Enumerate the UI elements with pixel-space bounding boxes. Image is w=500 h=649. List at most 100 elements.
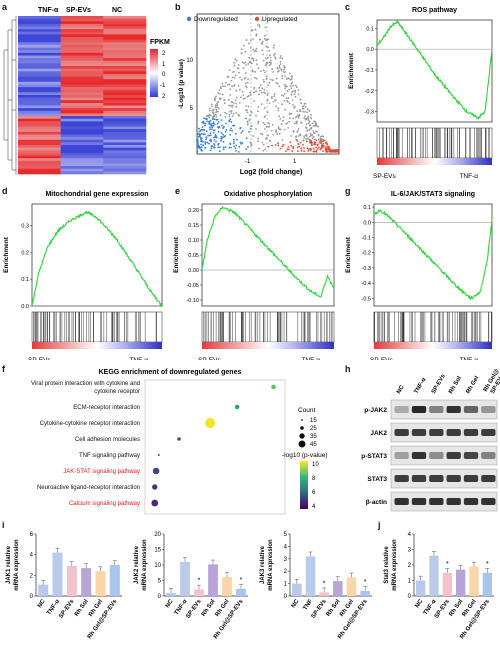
volcano-point (231, 106, 234, 108)
heatmap-cells (18, 16, 147, 175)
gsea-enrichment-line (201, 205, 335, 298)
volcano-point (248, 130, 250, 133)
volcano-point (249, 114, 251, 117)
bar (319, 592, 329, 596)
volcano-point (274, 144, 277, 146)
volcano-point (238, 88, 241, 91)
volcano-point (209, 128, 211, 131)
volcano-point (327, 147, 329, 150)
volcano-point (250, 111, 253, 114)
volcano-point (250, 124, 253, 127)
volcano-point (223, 102, 226, 105)
wb-row-label: STAT3 (367, 476, 387, 483)
gsea-ytick: -0.2 (362, 251, 371, 257)
volcano-point (204, 124, 206, 127)
heatmap-cell (103, 73, 147, 77)
volcano-point (213, 146, 215, 149)
volcano-point (287, 101, 289, 103)
panel-letter-b: b (175, 2, 181, 12)
wb-band (463, 475, 479, 482)
heatmap-cell (18, 18, 61, 22)
volcano-ytick: 5 (190, 106, 194, 112)
wb-lane-label: SP-EVs (490, 373, 500, 395)
panel-letter-a: a (2, 2, 8, 12)
volcano-point (246, 111, 249, 114)
volcano-point (283, 128, 286, 131)
gsea-ylabel: Enrichment (3, 236, 10, 273)
volcano-point (251, 57, 253, 60)
volcano-point (203, 122, 205, 124)
heatmap-cell (60, 97, 104, 101)
volcano-point (281, 94, 283, 96)
volcano-point (330, 150, 333, 153)
volcano-point (245, 64, 247, 66)
volcano-point (257, 137, 259, 140)
volcano-point (270, 129, 273, 132)
heatmap-cell (18, 150, 61, 154)
heatmap-cell (18, 66, 61, 69)
heatmap-cell (103, 26, 147, 30)
heatmap-group-label: TNF-α (38, 7, 59, 14)
volcano-point (240, 96, 242, 99)
volcano-point (212, 122, 215, 125)
heatmap-cell (60, 42, 104, 46)
volcano-point (280, 123, 283, 126)
volcano-point (255, 47, 258, 50)
heatmap-cell (103, 147, 147, 151)
volcano-point (322, 150, 324, 153)
gsea-enrichment-line (373, 208, 493, 301)
bar-ytick: 3 (284, 557, 288, 563)
volcano-point (217, 121, 220, 123)
wb-lane-label: Rh Gel (466, 375, 481, 395)
volcano-point (257, 140, 259, 143)
volcano-point (196, 137, 198, 140)
heatmap-cell (60, 81, 104, 85)
volcano-point (221, 93, 224, 96)
heatmap-cell (18, 60, 61, 64)
bar-ytick: 5 (284, 532, 288, 538)
volcano-points (196, 19, 340, 153)
kegg-term-label: ECM-receptor interaction (73, 405, 140, 411)
heatmap-cell (103, 29, 147, 33)
gsea-ytick: 0.3 (21, 223, 29, 229)
heatmap-cell (103, 102, 147, 106)
volcano-point (261, 133, 264, 136)
kegg-color-scale (300, 461, 308, 509)
volcano-point (306, 117, 309, 119)
volcano-point (306, 129, 309, 132)
volcano-point (212, 108, 215, 111)
gsea-enrichment-line (376, 19, 493, 120)
bar (482, 572, 492, 596)
volcano-point (282, 95, 285, 97)
wb-membrane (390, 399, 498, 420)
volcano-point (234, 132, 237, 135)
volcano-point (312, 122, 314, 125)
volcano-xlabel: Log2 (fold change) (240, 169, 303, 176)
volcano-point (313, 136, 315, 138)
volcano-point (237, 64, 240, 66)
volcano-point (277, 144, 280, 147)
volcano-point (214, 134, 217, 136)
volcano-point (250, 39, 252, 42)
heatmap-cell (60, 50, 104, 54)
gsea-ytick: 0.1 (363, 205, 371, 211)
volcano-point (200, 146, 203, 149)
volcano-point (299, 98, 302, 101)
volcano-point (222, 146, 225, 149)
volcano-point (269, 63, 272, 65)
heatmap-cell (18, 147, 61, 151)
bar-ytick: 20 (154, 532, 161, 538)
kegg-plot-frame (144, 379, 286, 515)
volcano-point (268, 81, 271, 84)
volcano-point (252, 70, 254, 73)
gsea-ytick: -0.10 (186, 298, 199, 304)
volcano-point (206, 120, 208, 123)
bar-category-label: NC (291, 598, 301, 609)
bar-ytick: 2 (408, 563, 412, 569)
volcano-point (274, 56, 276, 58)
volcano-point (244, 50, 247, 53)
volcano-point (316, 130, 318, 133)
kegg-dot (152, 484, 158, 490)
gsea-left-label: SP-EVs (28, 357, 52, 360)
kegg-count-tick: 45 (310, 442, 317, 448)
